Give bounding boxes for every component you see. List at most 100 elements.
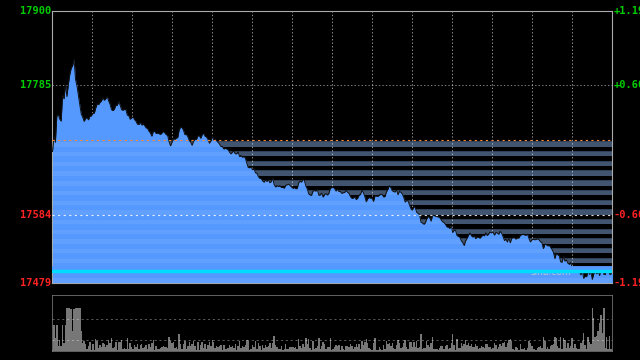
Bar xyxy=(237,346,239,351)
Bar xyxy=(225,349,226,351)
Bar xyxy=(458,348,459,351)
Bar xyxy=(407,349,409,351)
Bar xyxy=(221,350,223,351)
Bar xyxy=(52,181,612,185)
Bar xyxy=(52,220,612,224)
Bar xyxy=(520,344,521,351)
Bar xyxy=(241,348,242,351)
Bar xyxy=(190,346,191,351)
Bar xyxy=(99,345,100,351)
Bar xyxy=(187,346,189,351)
Bar xyxy=(424,347,426,351)
Bar xyxy=(52,199,612,205)
Bar xyxy=(472,347,474,351)
Bar xyxy=(152,340,154,351)
Bar xyxy=(148,344,150,351)
Bar xyxy=(393,348,394,351)
Bar xyxy=(456,339,458,351)
Bar xyxy=(482,347,484,351)
Bar xyxy=(327,347,328,351)
Bar xyxy=(371,350,372,351)
Bar xyxy=(52,238,612,244)
Bar xyxy=(259,346,260,351)
Bar xyxy=(52,269,612,273)
Bar xyxy=(346,346,347,351)
Bar xyxy=(125,350,127,351)
Bar xyxy=(77,308,79,351)
Bar xyxy=(432,337,433,351)
Bar xyxy=(115,342,116,351)
Bar xyxy=(369,348,370,351)
Bar xyxy=(308,339,310,351)
Bar xyxy=(200,345,202,351)
Bar xyxy=(69,308,70,351)
Bar xyxy=(459,348,461,351)
Bar xyxy=(574,344,576,351)
Bar xyxy=(52,267,612,273)
Bar xyxy=(567,343,568,351)
Bar xyxy=(595,337,596,351)
Bar xyxy=(52,210,612,215)
Bar xyxy=(204,344,206,351)
Bar xyxy=(52,249,612,253)
Bar xyxy=(314,349,316,351)
Bar xyxy=(439,348,440,351)
Bar xyxy=(557,346,559,351)
Bar xyxy=(530,343,531,351)
Bar xyxy=(447,350,449,351)
Bar xyxy=(104,345,105,351)
Bar xyxy=(220,345,221,351)
Bar xyxy=(260,350,262,351)
Bar xyxy=(381,350,383,351)
Bar xyxy=(334,347,335,351)
Bar xyxy=(52,239,612,244)
Bar xyxy=(307,344,308,351)
Bar xyxy=(378,347,380,351)
Bar xyxy=(465,340,467,351)
Bar xyxy=(93,350,95,351)
Bar xyxy=(95,339,97,351)
Bar xyxy=(556,338,557,351)
Bar xyxy=(158,349,160,351)
Bar xyxy=(189,342,190,351)
Bar xyxy=(239,341,241,351)
Bar xyxy=(298,339,300,351)
Bar xyxy=(348,347,349,351)
Bar xyxy=(364,342,365,351)
Text: +1.19%: +1.19% xyxy=(614,6,640,16)
Bar xyxy=(479,348,481,351)
Bar xyxy=(147,349,148,351)
Bar xyxy=(207,345,209,351)
Bar xyxy=(52,191,612,195)
Bar xyxy=(68,308,69,351)
Bar xyxy=(282,350,284,351)
Bar xyxy=(174,348,175,351)
Bar xyxy=(478,349,479,351)
Bar xyxy=(52,248,612,253)
Bar xyxy=(296,349,298,351)
Bar xyxy=(605,348,606,351)
Bar xyxy=(590,344,591,351)
Bar xyxy=(577,348,579,351)
Bar xyxy=(515,347,516,351)
Bar xyxy=(89,342,91,351)
Bar xyxy=(331,350,333,351)
Bar xyxy=(52,151,612,156)
Bar xyxy=(75,308,76,351)
Bar xyxy=(536,350,537,351)
Bar xyxy=(532,349,534,351)
Bar xyxy=(197,342,198,351)
Bar xyxy=(317,346,318,351)
Bar xyxy=(612,349,613,351)
Bar xyxy=(214,347,216,351)
Text: 17479: 17479 xyxy=(20,278,51,288)
Bar xyxy=(497,349,498,351)
Bar xyxy=(216,346,218,351)
Bar xyxy=(541,348,543,351)
Bar xyxy=(507,343,508,351)
Bar xyxy=(167,348,168,351)
Bar xyxy=(384,349,386,351)
Bar xyxy=(597,331,599,351)
Bar xyxy=(97,341,98,351)
Text: -1.19%: -1.19% xyxy=(614,278,640,288)
